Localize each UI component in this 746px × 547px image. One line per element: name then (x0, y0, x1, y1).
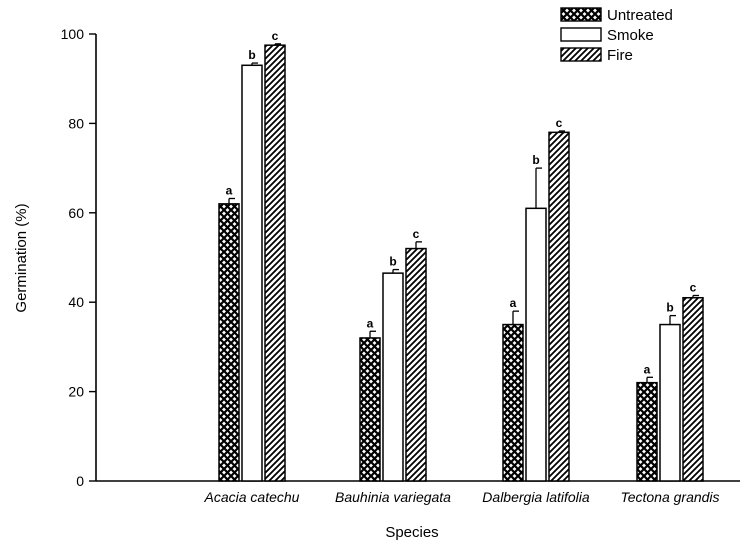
bar-fire (405, 247, 427, 482)
legend-swatch-untreated (560, 7, 602, 22)
category-label: Bauhinia variegata (335, 489, 451, 505)
significance-letter: a (367, 316, 374, 330)
category-label: Tectona grandis (620, 489, 719, 505)
y-tick-label: 20 (68, 384, 84, 400)
bar-fire (682, 296, 704, 482)
bar-smoke (241, 64, 263, 482)
bar-smoke (659, 323, 681, 482)
y-tick-label: 40 (68, 294, 84, 310)
significance-letter: b (532, 153, 539, 167)
significance-letter: b (248, 48, 255, 62)
legend-label-fire: Fire (607, 47, 633, 64)
significance-letter: b (666, 301, 673, 315)
significance-letter: c (413, 227, 420, 241)
legend-swatch-fire (560, 47, 602, 62)
significance-letter: c (272, 29, 279, 43)
significance-letter: a (644, 362, 651, 376)
y-axis-title: Germination (%) (13, 203, 30, 312)
significance-letter: a (226, 183, 233, 197)
legend-label-untreated: Untreated (607, 7, 673, 24)
y-tick-label: 0 (76, 473, 84, 489)
category-label: Dalbergia latifolia (482, 489, 590, 505)
significance-letter: a (510, 296, 517, 310)
legend-swatch-smoke (560, 27, 602, 42)
significance-letter: c (556, 116, 563, 130)
bar-untreated (218, 203, 240, 482)
bar-smoke (382, 272, 404, 482)
bar-fire (548, 131, 570, 482)
y-tick-label: 80 (68, 115, 84, 131)
y-tick-label: 60 (68, 205, 84, 221)
legend: Untreated Smoke Fire (560, 7, 673, 64)
bar-fire (264, 44, 286, 482)
category-label: Acacia catechu (204, 489, 300, 505)
axes: 0 20 40 60 80 100 (61, 26, 740, 489)
bar-untreated (359, 337, 381, 482)
bar-untreated (502, 323, 524, 482)
legend-label-smoke: Smoke (607, 27, 654, 44)
bar-untreated (636, 381, 658, 482)
x-axis-title: Species (385, 524, 438, 541)
labels: a b c Acacia catechu a b c Bauhinia variegata a b… (204, 29, 720, 505)
y-tick-label: 100 (61, 26, 85, 42)
bar-smoke (525, 207, 547, 482)
significance-letter: b (389, 255, 396, 269)
bars (218, 43, 704, 482)
significance-letter: c (690, 280, 697, 294)
